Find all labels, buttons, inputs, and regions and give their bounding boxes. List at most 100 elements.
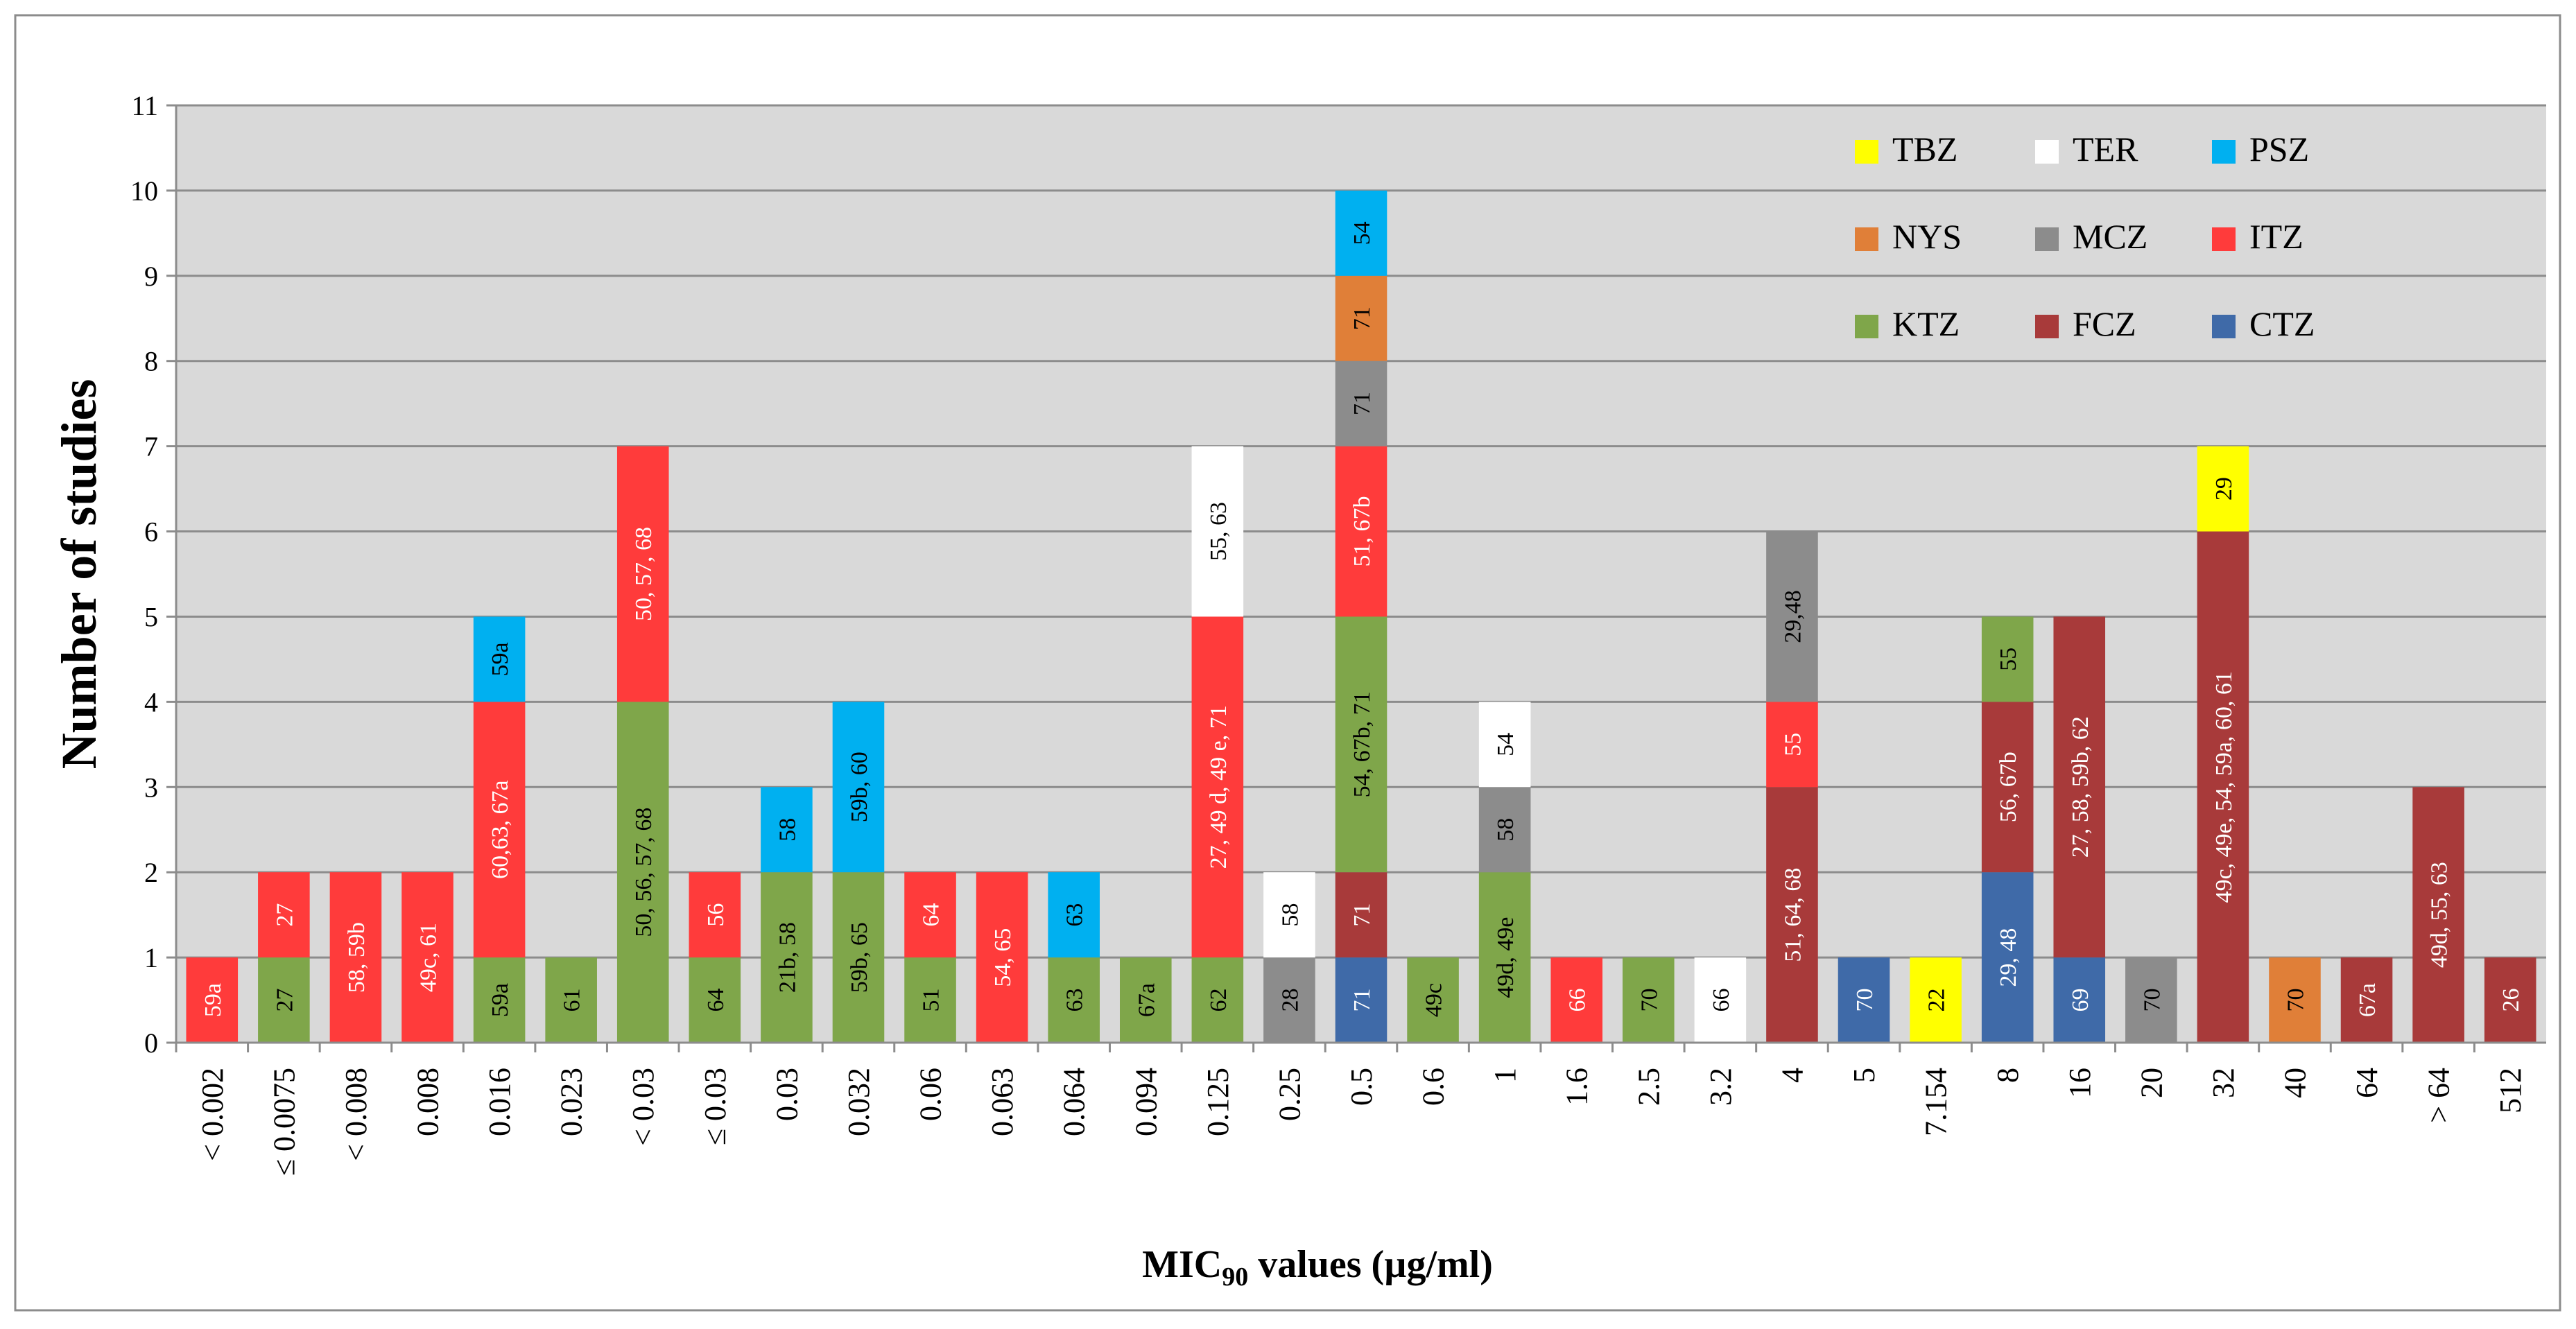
bar-segment-ktz (616, 702, 669, 1043)
data-label: 49d, 55, 63 (2427, 862, 2453, 968)
data-label: 61 (560, 989, 585, 1012)
x-axis-title: MIC90 values (µg/ml) (1142, 1243, 1493, 1292)
data-label: 58 (1493, 818, 1519, 842)
bar-segment-mcz (1335, 361, 1388, 446)
data-label: 58, 59b (344, 922, 370, 993)
bar-segment-itz (1550, 957, 1603, 1043)
data-label: 55, 63 (1206, 502, 1231, 561)
x-axis-title-rest: values (µg/ml) (1248, 1243, 1493, 1286)
y-tick-label: 8 (144, 346, 158, 377)
x-tick-label: < 0.008 (339, 1068, 373, 1161)
bar-segment-fcz (2197, 531, 2249, 1043)
x-tick-label: 40 (2278, 1068, 2312, 1098)
bar-segment-psz (1335, 190, 1388, 276)
bar-segment-tbz (2197, 446, 2249, 532)
legend-label: KTZ (1892, 304, 1960, 343)
x-axis-title-main: MIC (1142, 1243, 1222, 1286)
legend-swatch-tbz (1855, 140, 1878, 164)
bar-segment-itz (473, 702, 526, 958)
data-label: 28 (1277, 989, 1303, 1012)
x-tick-label: 0.6 (1417, 1068, 1451, 1106)
data-label: 70 (1636, 989, 1662, 1012)
x-tick-label: 0.064 (1057, 1068, 1091, 1136)
x-tick-label: ≤ 0.03 (698, 1068, 732, 1145)
x-tick-label: 0.25 (1272, 1068, 1306, 1121)
legend-label: MCZ (2073, 217, 2147, 256)
y-tick-label: 4 (144, 686, 158, 718)
legend-label: ITZ (2249, 217, 2303, 256)
bar-segment-ktz (904, 957, 956, 1043)
data-label: 59a (487, 642, 513, 676)
bar-segment-itz (1766, 702, 1818, 788)
data-label: 66 (1709, 989, 1734, 1012)
data-label: 58 (775, 818, 800, 842)
data-label: 51, 67b (1349, 496, 1375, 567)
x-tick-label: 2.5 (1632, 1068, 1666, 1106)
data-label: 54, 65 (990, 928, 1016, 987)
x-tick-label: 3.2 (1704, 1068, 1738, 1106)
bar-segment-ter (1191, 446, 1244, 617)
data-label: 62 (1206, 989, 1231, 1012)
bar-segment-ktz (761, 872, 813, 1043)
data-label: 54 (1493, 733, 1519, 756)
data-label: 64 (703, 989, 729, 1012)
bar-segment-psz (832, 702, 885, 873)
x-tick-label: < 0.03 (626, 1068, 660, 1146)
bar-segment-fcz (2053, 616, 2106, 958)
bar-segment-itz (258, 872, 310, 958)
data-label: 59a (487, 983, 513, 1017)
data-label: 67a (2355, 983, 2380, 1017)
bar-segment-itz (1335, 446, 1388, 617)
bar-segment-ktz (1048, 957, 1100, 1043)
y-tick-label: 11 (131, 90, 158, 121)
data-label: 71 (1349, 903, 1375, 927)
data-label: 49c, 49e, 54, 59a, 60, 61 (2211, 671, 2237, 903)
bar-segment-mcz (2125, 957, 2177, 1043)
x-tick-label: 0.5 (1345, 1068, 1378, 1106)
bar-segment-fcz (1335, 872, 1388, 958)
bar-segment-ter (1263, 872, 1315, 958)
data-label: 55 (1996, 648, 2021, 671)
data-label: 49d, 49e (1493, 917, 1519, 998)
data-label: 63 (1062, 989, 1088, 1012)
legend-swatch-psz (2212, 140, 2236, 164)
x-tick-label: 20 (2134, 1068, 2168, 1098)
legend-swatch-fcz (2035, 315, 2059, 338)
bar-segment-ktz (832, 872, 885, 1043)
data-label: 71 (1349, 306, 1375, 330)
y-tick-label: 0 (144, 1027, 158, 1059)
x-tick-label: > 64 (2422, 1068, 2456, 1123)
data-label: 51 (919, 989, 944, 1012)
x-tick-label: 0.016 (483, 1068, 517, 1136)
x-tick-label: 1 (1488, 1068, 1522, 1083)
y-tick-label: 5 (144, 601, 158, 632)
x-tick-label: 32 (2206, 1068, 2240, 1098)
data-label: 70 (2139, 989, 2165, 1012)
legend-label: TBZ (1892, 130, 1957, 168)
data-label: 21b, 58 (775, 922, 800, 993)
data-label: 50, 56, 57, 68 (631, 808, 657, 937)
data-label: 29, 48 (1996, 928, 2021, 987)
legend-swatch-mcz (2035, 227, 2059, 251)
data-label: 27, 58, 59b, 62 (2068, 716, 2093, 858)
legend-label: NYS (1892, 217, 1962, 256)
data-label: 27, 49 d, 49 e, 71 (1206, 705, 1231, 869)
bar-segment-ktz (1981, 616, 2034, 702)
bar-segment-ktz (689, 957, 741, 1043)
data-label: 59a (200, 983, 226, 1017)
x-tick-label: 0.06 (914, 1068, 948, 1121)
legend-label: TER (2073, 130, 2138, 168)
bar-segment-itz (401, 872, 453, 1043)
y-tick-label: 7 (144, 431, 158, 462)
y-tick-label: 9 (144, 261, 158, 292)
bar-segment-psz (1048, 872, 1100, 958)
data-label: 54 (1349, 221, 1375, 245)
data-label: 70 (1852, 989, 1878, 1012)
legend-swatch-nys (1855, 227, 1878, 251)
bar-segment-itz (1191, 616, 1244, 958)
data-label: 50, 57, 68 (631, 527, 657, 621)
y-tick-label: 2 (144, 857, 158, 888)
data-label: 49c (1421, 983, 1447, 1017)
bar-segment-ktz (545, 957, 597, 1043)
x-tick-label: 0.094 (1129, 1068, 1163, 1136)
